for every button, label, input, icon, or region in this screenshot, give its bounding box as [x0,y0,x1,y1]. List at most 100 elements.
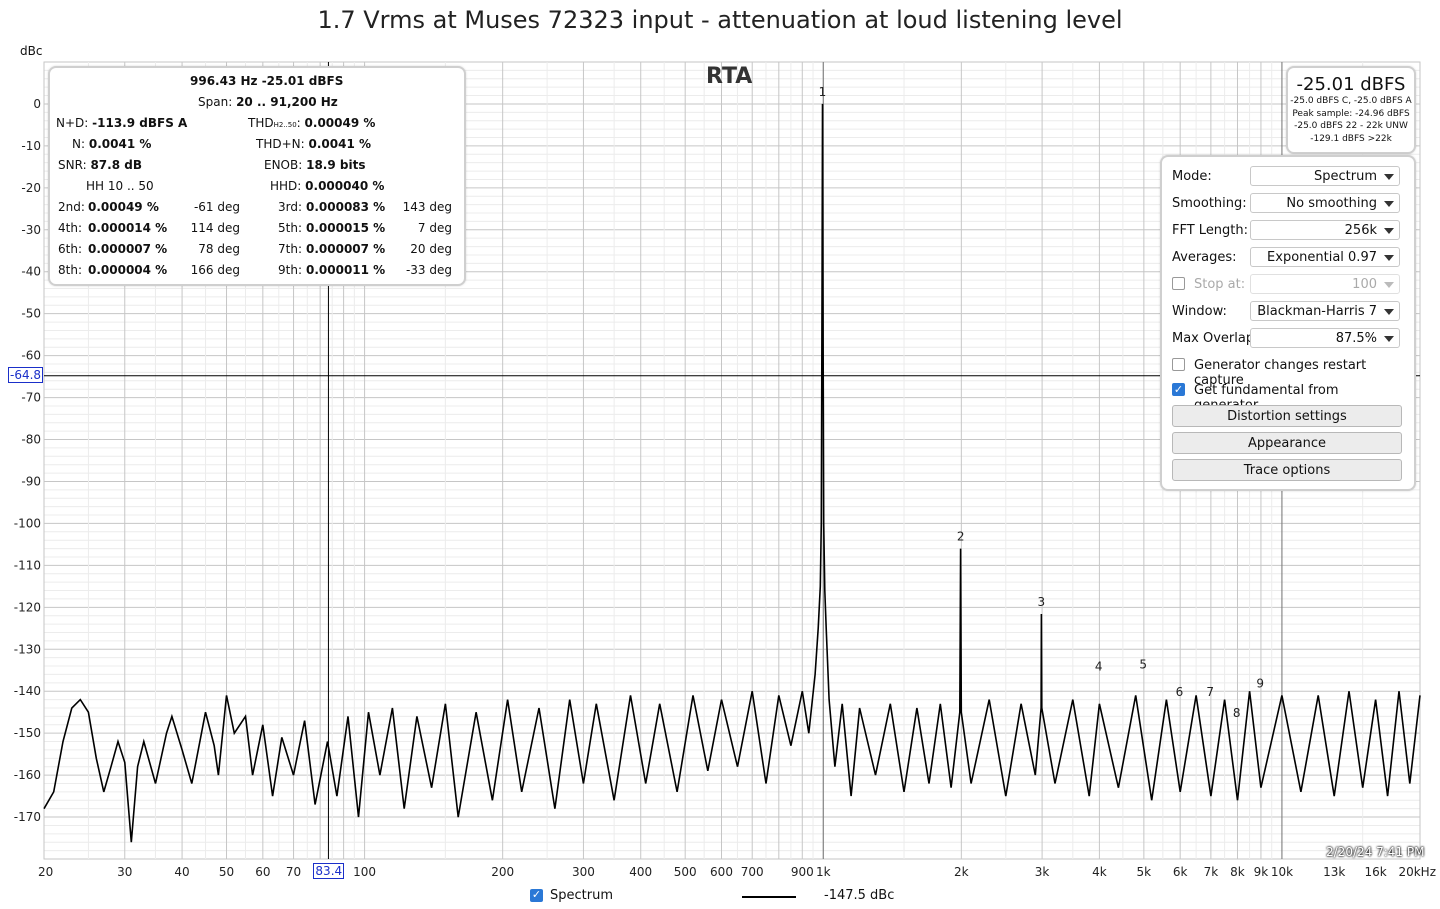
harmonic-phase: 78 deg [198,242,240,256]
harmonic-marker: 4 [1095,660,1103,674]
appearance-button[interactable]: Appearance [1172,432,1402,454]
y-tick-label: -160 [14,768,41,782]
stop-at-spinbox[interactable]: 100 [1250,274,1400,294]
smoothing-row: Smoothing: No smoothing [1172,193,1404,215]
harmonic-label: 3rd: [278,200,303,214]
stop-at-checkbox[interactable] [1172,277,1185,290]
timestamp: 2/20/24 7:41 PM [1326,845,1425,859]
thdn-row: THD+N: 0.0041 % [256,137,371,151]
x-tick-label: 500 [674,865,697,879]
snr-label: SNR: [58,158,87,172]
spectrum-visibility-checkbox[interactable]: ✓ [530,888,543,902]
y-tick-label: -170 [14,810,41,824]
enob-value: 18.9 bits [306,158,366,172]
harmonic-label: 2nd: [58,200,85,214]
legend-line-swatch [742,896,796,898]
x-tick-label: 1k [816,865,831,879]
distortion-settings-button[interactable]: Distortion settings [1172,405,1402,427]
y-tick-label: -80 [21,433,41,447]
harmonic-phase: -61 deg [193,200,240,214]
thd-value: 0.00049 % [304,116,376,130]
overlap-value: 87.5% [1335,331,1377,346]
stop-at-value: 100 [1352,277,1377,292]
averages-value: Exponential 0.97 [1267,250,1377,265]
overlap-label: Max Overlap: [1172,331,1259,346]
smoothing-select[interactable]: No smoothing [1250,193,1400,213]
y-tick-label: -110 [14,558,41,572]
axis-ticks: 20 30 40 50 60 70 100 200 300 400 500 600 700 900 1k 2k… [14,97,1436,879]
window-select[interactable]: Blackman-Harris 7 [1250,301,1400,321]
harmonic-phase: 143 deg [402,200,452,214]
cursor-y-readout: -64.8 [8,366,44,383]
chevron-down-icon [1384,309,1394,315]
averages-row: Averages: Exponential 0.97 [1172,247,1404,269]
harmonic-phase: 166 deg [190,263,240,277]
harmonic-markers: 1 2 3 4 5 6 7 8 9 [819,85,1264,720]
trace-options-button[interactable]: Trace options [1172,459,1402,481]
y-tick-label: -40 [21,265,41,279]
x-tick-label: 600 [710,865,733,879]
mode-select[interactable]: Spectrum [1250,166,1400,186]
x-tick-label: 7k [1204,865,1219,879]
hh-label: HH 10 .. 50 [86,179,154,193]
harmonic-marker: 6 [1176,685,1184,699]
harmonic-phase: -33 deg [405,263,452,277]
y-tick-label: -90 [21,474,41,488]
harmonic-label: 5th: [278,221,302,235]
harmonic-label: 8th: [58,263,82,277]
span-label: Span: [198,95,233,109]
level-line: -129.1 dBFS >22k [1310,133,1392,144]
x-tick-label: 4k [1092,865,1107,879]
stop-at-label: Stop at: [1194,277,1246,292]
gen-restart-checkbox[interactable] [1172,358,1185,371]
fft-length-select[interactable]: 256k [1250,220,1400,240]
legend-series-name: Spectrum [550,888,613,903]
hhd-row: HHD: 0.000040 % [270,179,384,193]
get-fundamental-row: ✓ Get fundamental from generator [1172,380,1404,413]
fundamental-readout: 996.43 Hz -25.01 dBFS [190,74,344,88]
x-tick-label: 13k [1323,865,1345,879]
chevron-down-icon [1384,174,1394,180]
harmonic-label: 4th: [58,221,82,235]
x-tick-label: 5k [1137,865,1152,879]
harmonic-marker: 8 [1233,706,1241,720]
thd-row: THDH2..50: 0.00049 % [248,116,375,130]
harmonic-value: 0.000083 % [306,200,386,214]
nd-value: -113.9 dBFS A [92,116,188,130]
smoothing-value: No smoothing [1286,196,1377,211]
chevron-down-icon [1384,228,1394,234]
x-tick-label: 16k [1364,865,1386,879]
nd-row: N+D: -113.9 dBFS A [56,116,187,130]
overlap-select[interactable]: 87.5% [1250,328,1400,348]
gen-restart-row: Generator changes restart capture [1172,355,1404,388]
mode-value: Spectrum [1314,169,1377,184]
y-tick-label: -10 [21,139,41,153]
harmonic-label: 6th: [58,242,82,256]
snr-value: 87.8 dB [90,158,142,172]
spin-arrows-icon [1384,282,1394,288]
averages-select[interactable]: Exponential 0.97 [1250,247,1400,267]
x-tick-label: 3k [1035,865,1050,879]
harmonic-marker: 3 [1038,595,1046,609]
x-tick-label: 2k [954,865,969,879]
x-tick-label: 700 [741,865,764,879]
enob-row: ENOB: 18.9 bits [264,158,365,172]
x-tick-label: 20 [38,865,53,879]
harmonic-phase: 114 deg [190,221,240,235]
get-fundamental-checkbox[interactable]: ✓ [1172,383,1185,396]
thdn-value: 0.0041 % [308,137,372,151]
fft-length-value: 256k [1344,223,1377,238]
level-readout-panel: -25.01 dBFS -25.0 dBFS C, -25.0 dBFS A P… [1286,66,1416,154]
nd-label: N+D: [56,116,89,130]
y-tick-label: -120 [14,600,41,614]
thd-colon: : [296,116,301,130]
gen-restart-label: Generator changes restart capture [1194,358,1367,388]
y-tick-label: -140 [14,684,41,698]
harmonic-marker: 7 [1206,685,1214,699]
distortion-stats-panel: 996.43 Hz -25.01 dBFS Span: 20 .. 91,200… [48,66,466,286]
harmonic-label: 9th: [278,263,302,277]
rta-label: RTA [706,64,753,89]
n-value: 0.0041 % [88,137,152,151]
y-tick-label: -50 [21,307,41,321]
span-value: 20 .. 91,200 Hz [236,95,338,109]
